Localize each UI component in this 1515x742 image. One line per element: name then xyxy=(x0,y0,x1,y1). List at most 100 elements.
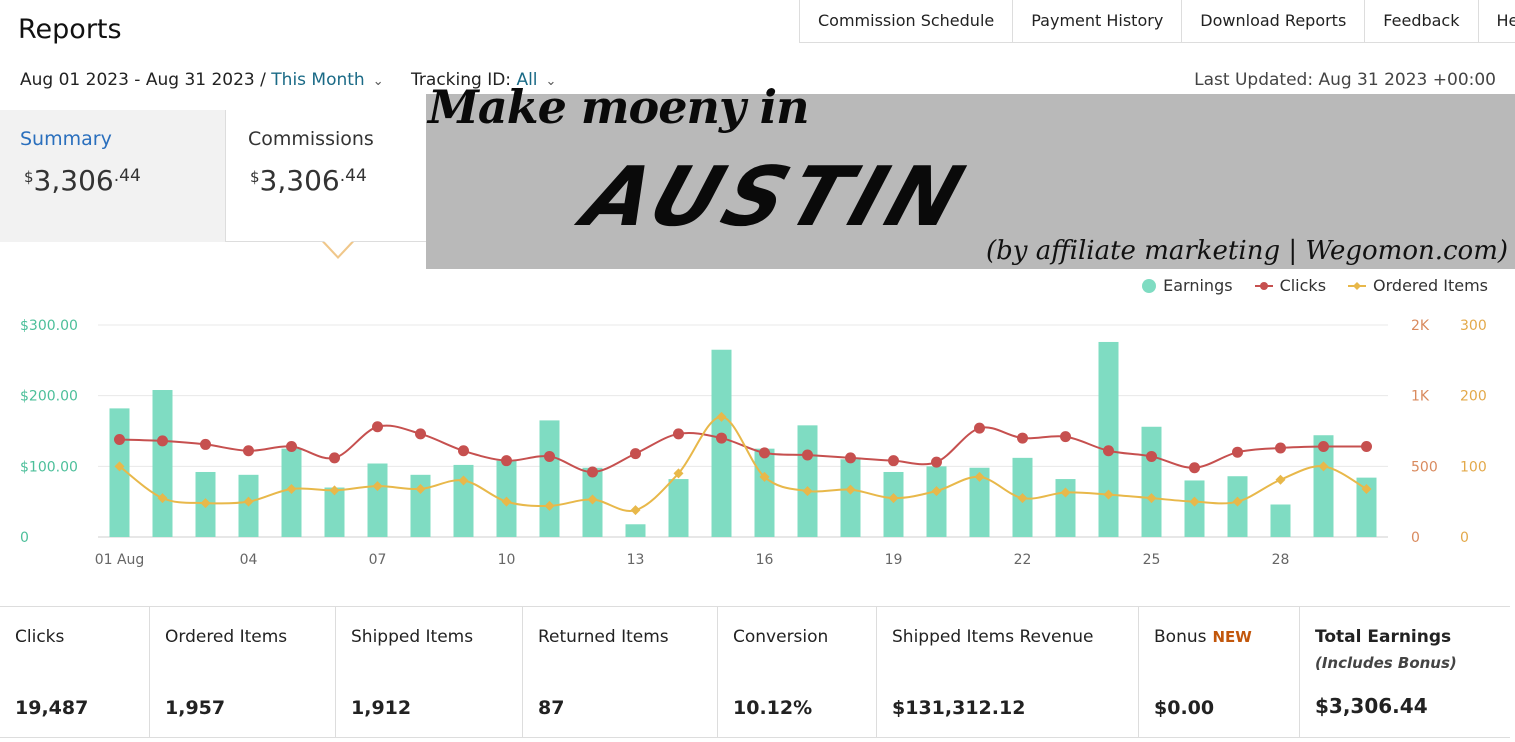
clicks-point xyxy=(1017,432,1028,444)
x-tick-label: 10 xyxy=(498,552,516,568)
promo-banner xyxy=(426,94,1515,269)
earnings-bar xyxy=(1098,341,1119,537)
x-tick-label: 04 xyxy=(240,552,258,568)
stat-label: Ordered Items xyxy=(165,627,288,647)
y-right-clicks-tick: 0 xyxy=(1411,530,1420,546)
ordered-point xyxy=(974,471,985,482)
tracking-label: Tracking ID: xyxy=(411,70,512,90)
legend-clicks[interactable]: Clicks xyxy=(1254,276,1326,295)
ordered-point xyxy=(1318,461,1329,472)
earnings-bar xyxy=(668,479,689,537)
commissions-amount: $3,306.44 xyxy=(250,164,367,197)
earnings-bar xyxy=(1313,435,1334,537)
nav-payment-history[interactable]: Payment History xyxy=(1013,0,1183,42)
earnings-bar xyxy=(453,464,474,537)
clicks-point xyxy=(1275,442,1286,454)
earnings-bar xyxy=(410,474,431,537)
stat-value: 10.12% xyxy=(733,697,813,719)
ordered-point xyxy=(372,481,383,492)
ordered-point xyxy=(286,483,297,494)
stat-sub-label: (Includes Bonus) xyxy=(1315,654,1457,672)
chart-legend: Earnings Clicks Ordered Items xyxy=(1142,276,1488,295)
y-right-ordered-tick: 200 xyxy=(1460,389,1487,405)
banner-line2: AUSTIN xyxy=(572,150,980,245)
x-tick-label: 19 xyxy=(885,552,903,568)
clicks-point xyxy=(630,448,641,460)
earnings-bar xyxy=(754,448,775,537)
earnings-bar xyxy=(1270,504,1291,537)
stat-value: $131,312.12 xyxy=(892,697,1026,719)
clicks-point xyxy=(716,432,727,444)
page-title: Reports xyxy=(18,14,122,45)
earnings-bar xyxy=(797,425,818,537)
clicks-point xyxy=(1060,431,1071,443)
stat-label: Shipped Items Revenue xyxy=(892,627,1094,647)
ordered-point xyxy=(845,484,856,495)
ordered-point xyxy=(501,496,512,507)
clicks-point xyxy=(1318,441,1329,453)
x-tick-label: 07 xyxy=(369,552,387,568)
ordered-point xyxy=(458,475,469,486)
stat-value: $0.00 xyxy=(1154,697,1215,719)
nav-help[interactable]: Help xyxy=(1479,0,1515,42)
clicks-point xyxy=(544,450,555,462)
ordered-point xyxy=(157,493,168,504)
nav-download-reports[interactable]: Download Reports xyxy=(1182,0,1366,42)
stat-label: Shipped Items xyxy=(351,627,474,647)
clicks-point xyxy=(1361,441,1372,453)
stat-value: $3,306.44 xyxy=(1315,694,1428,718)
ordered-point xyxy=(673,468,684,479)
clicks-point xyxy=(1103,445,1114,457)
y-left-tick: $100.00 xyxy=(20,459,78,475)
y-right-ordered-tick: 0 xyxy=(1460,530,1469,546)
clicks-point xyxy=(931,456,942,468)
legend-earnings[interactable]: Earnings xyxy=(1142,276,1233,295)
ordered-line-icon xyxy=(1348,281,1367,290)
stat-shipped-revenue: Shipped Items Revenue $131,312.12 xyxy=(877,607,1139,737)
y-right-clicks-tick: 2K xyxy=(1411,318,1430,334)
tab-commissions[interactable]: Commissions $3,306.44 xyxy=(226,110,456,242)
stat-label: Bonus NEW xyxy=(1154,627,1252,647)
tab-summary-label: Summary xyxy=(20,128,112,150)
nav-commission-schedule[interactable]: Commission Schedule xyxy=(800,0,1014,42)
ordered-point xyxy=(630,505,641,516)
clicks-point xyxy=(243,445,254,457)
ordered-point xyxy=(1146,493,1157,504)
chevron-down-icon[interactable]: ⌄ xyxy=(372,74,384,89)
clicks-point xyxy=(329,452,340,464)
tracking-dropdown[interactable]: All xyxy=(516,70,538,90)
legend-ordered-label: Ordered Items xyxy=(1373,276,1488,295)
earnings-bar xyxy=(625,524,646,537)
stat-label: Returned Items xyxy=(538,627,669,647)
ordered-point xyxy=(931,486,942,497)
ordered-point xyxy=(544,500,555,511)
banner-line3: (by affiliate marketing | Wegomon.com) xyxy=(986,236,1508,266)
clicks-point xyxy=(888,455,899,467)
clicks-point xyxy=(157,435,168,447)
x-tick-label: 01 Aug xyxy=(95,552,145,568)
earnings-bar xyxy=(1141,426,1162,537)
ordered-point xyxy=(1189,496,1200,507)
clicks-point xyxy=(415,428,426,440)
ordered-point xyxy=(200,498,211,509)
ordered-point xyxy=(243,496,254,507)
last-updated: Last Updated: Aug 31 2023 +00:00 xyxy=(1194,70,1496,90)
earnings-bar xyxy=(883,471,904,537)
stat-shipped-items: Shipped Items 1,912 xyxy=(336,607,523,737)
ordered-point xyxy=(1017,493,1028,504)
chevron-down-icon[interactable]: ⌄ xyxy=(545,74,557,89)
clicks-point xyxy=(1232,446,1243,458)
x-tick-label: 16 xyxy=(756,552,774,568)
y-left-tick: $200.00 xyxy=(20,389,78,405)
stat-total-earnings: Total Earnings (Includes Bonus) $3,306.4… xyxy=(1300,607,1510,737)
stat-conversion: Conversion 10.12% xyxy=(718,607,877,737)
legend-ordered[interactable]: Ordered Items xyxy=(1348,276,1488,295)
ordered-point xyxy=(1275,474,1286,485)
ordered-point xyxy=(587,494,598,505)
x-tick-label: 13 xyxy=(627,552,645,568)
stat-value: 1,957 xyxy=(165,697,226,719)
summary-amount: $3,306.44 xyxy=(24,164,141,197)
tab-summary[interactable]: Summary $3,306.44 xyxy=(0,110,226,242)
nav-feedback[interactable]: Feedback xyxy=(1365,0,1479,42)
period-dropdown[interactable]: This Month xyxy=(271,70,365,90)
